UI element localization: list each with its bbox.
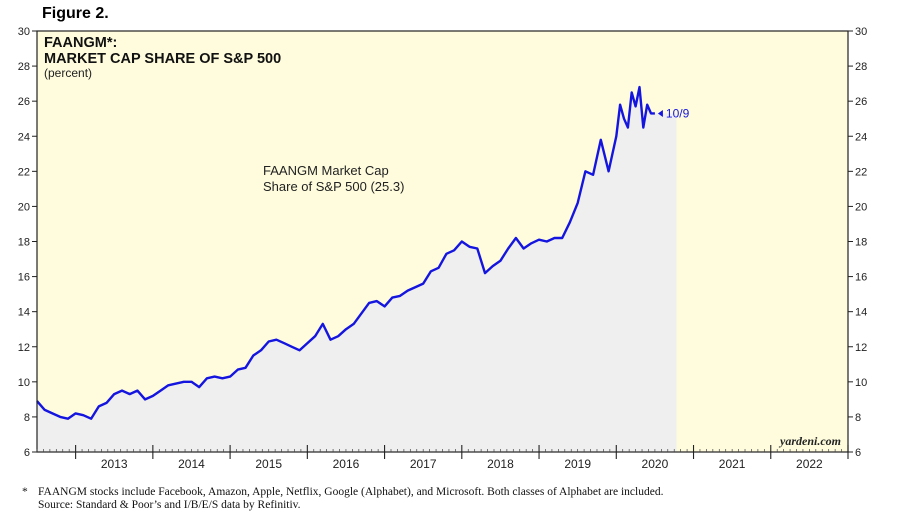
y-tick-label-left: 6 — [24, 447, 30, 459]
end-annotation: 10/9 — [666, 106, 690, 120]
y-tick-label-right: 8 — [855, 412, 861, 424]
x-tick-label: 2021 — [719, 457, 746, 471]
x-tick-label: 2015 — [255, 457, 282, 471]
y-tick-label-right: 6 — [855, 447, 861, 459]
x-tick-label: 2017 — [410, 457, 437, 471]
area-fill — [37, 87, 677, 452]
y-tick-label-left: 30 — [18, 26, 30, 38]
y-tick-label-left: 8 — [24, 412, 30, 424]
y-tick-label-left: 18 — [18, 237, 30, 249]
y-tick-label-left: 10 — [18, 377, 30, 389]
y-tick-label-right: 26 — [855, 96, 867, 108]
footnote-line1: * FAANGM stocks include Facebook, Amazon,… — [22, 486, 663, 499]
y-tick-label-left: 28 — [18, 61, 30, 73]
y-tick-label-left: 16 — [18, 272, 30, 284]
y-tick-label-right: 30 — [855, 26, 867, 38]
y-tick-label-right: 20 — [855, 201, 867, 213]
end-marker-arrow — [657, 109, 663, 117]
series-label-line1: FAANGM Market Cap — [263, 163, 389, 178]
y-tick-label-right: 22 — [855, 166, 867, 178]
y-tick-label-left: 22 — [18, 166, 30, 178]
x-tick-label: 2022 — [796, 457, 823, 471]
watermark: yardeni.com — [778, 434, 841, 448]
footnote-text-1: FAANGM stocks include Facebook, Amazon, … — [38, 486, 664, 498]
y-tick-label-right: 10 — [855, 377, 867, 389]
x-tick-label: 2018 — [487, 457, 514, 471]
x-tick-label: 2020 — [642, 457, 669, 471]
y-tick-label-left: 26 — [18, 96, 30, 108]
chart-subtitle: MARKET CAP SHARE OF S&P 500 — [44, 51, 281, 67]
y-tick-label-right: 18 — [855, 237, 867, 249]
y-tick-label-right: 24 — [855, 131, 867, 143]
y-tick-label-right: 12 — [855, 342, 867, 354]
y-axis-right: 6 8 10 12 14 16 18 20 22 24 26 28 30 — [848, 26, 867, 459]
y-tick-label-left: 24 — [18, 131, 30, 143]
y-tick-label-left: 20 — [18, 201, 30, 213]
series-line — [36, 85, 655, 420]
x-axis: 2013 2014 2015 2016 2017 2018 2019 2020 2021 2022 — [36, 445, 849, 471]
figure-label: Figure 2. — [42, 5, 109, 22]
x-tick-label: 2013 — [101, 457, 128, 471]
y-axis-left: 6 8 10 12 14 16 18 20 22 24 26 28 30 — [18, 26, 37, 459]
footnote: * FAANGM stocks include Facebook, Amazon,… — [22, 486, 663, 512]
y-tick-label-right: 14 — [855, 307, 867, 319]
y-tick-label-left: 14 — [18, 307, 30, 319]
footnote-line2: Source: Standard & Poor’s and I/B/E/S da… — [38, 499, 301, 511]
x-tick-label: 2019 — [564, 457, 591, 471]
series-label-line2: Share of S&P 500 (25.3) — [263, 179, 404, 194]
footnote-marker: * — [22, 486, 28, 498]
y-tick-label-right: 28 — [855, 61, 867, 73]
x-tick-label: 2016 — [333, 457, 360, 471]
y-tick-label-left: 12 — [18, 342, 30, 354]
y-tick-label-right: 16 — [855, 272, 867, 284]
chart-unit-note: (percent) — [44, 66, 92, 80]
x-tick-label: 2014 — [178, 457, 205, 471]
chart-title: FAANGM*: — [44, 35, 117, 51]
